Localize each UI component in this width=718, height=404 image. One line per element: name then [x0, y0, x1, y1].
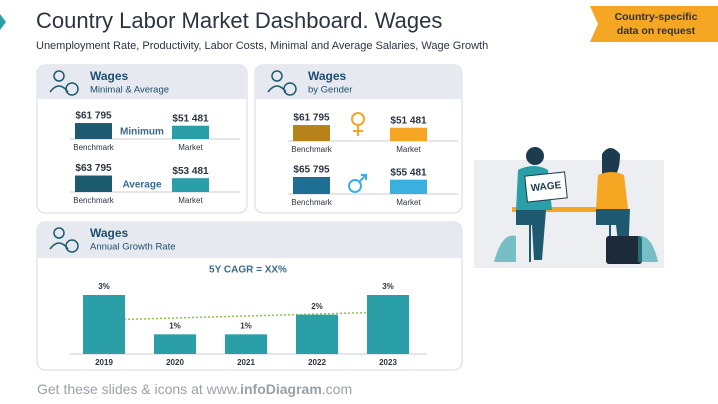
person-legs — [516, 210, 546, 260]
icon — [65, 82, 79, 96]
trend-line — [103, 311, 389, 321]
value-label: $51 481 — [172, 113, 209, 124]
panel-header — [255, 65, 462, 99]
bar — [172, 178, 209, 192]
title: Country Labor Market Dashboard. Wages — [36, 8, 442, 33]
value-label: 1% — [240, 321, 252, 330]
bar — [75, 123, 112, 139]
badge — [590, 6, 718, 42]
panels — [36, 64, 463, 371]
value-label: 2% — [311, 302, 323, 311]
panel-subtitle: by Gender — [308, 85, 352, 96]
bar — [390, 127, 427, 141]
badge-text: Country-specific — [615, 11, 698, 23]
category-label: Market — [178, 196, 203, 205]
illustration: WAGE — [474, 147, 664, 268]
category-label: Market — [178, 143, 203, 152]
value-label: $63 795 — [75, 163, 112, 174]
category-label: 2023 — [379, 358, 397, 367]
subtitle: Unemployment Rate, Productivity, Labor C… — [36, 40, 488, 52]
bar — [225, 334, 267, 354]
panel-subtitle: Annual Growth Rate — [90, 242, 176, 253]
footer-text: Get these slides & icons at www. — [37, 381, 240, 397]
icon — [271, 70, 283, 82]
sign-text: WAGE — [530, 180, 562, 194]
footer: Get these slides & icons at www.infoDiag… — [37, 381, 352, 397]
value-label: 3% — [382, 282, 394, 291]
bar — [293, 177, 330, 194]
footer-brand: infoDiagram — [240, 381, 322, 397]
value-label: 3% — [98, 282, 110, 291]
category-label: Benchmark — [291, 198, 332, 207]
footer-text: .com — [322, 381, 352, 397]
category-label: 2020 — [166, 358, 184, 367]
value-label: $53 481 — [172, 166, 209, 177]
bar — [293, 125, 330, 141]
person-hair — [602, 148, 620, 174]
male-icon — [348, 174, 367, 193]
panel-subtitle: Minimal & Average — [90, 85, 169, 96]
category-label: Benchmark — [73, 143, 114, 152]
plant — [494, 235, 516, 262]
value-label: $55 481 — [390, 167, 427, 178]
bar — [390, 179, 427, 194]
panel-title: Wages — [308, 69, 347, 83]
icon — [53, 227, 65, 239]
value-label: 1% — [169, 321, 181, 330]
category-label: 2022 — [308, 358, 326, 367]
panel-header — [37, 65, 247, 99]
bag — [606, 236, 642, 264]
person-head — [526, 147, 544, 165]
panel-title: Wages — [90, 69, 129, 83]
group-label: Average — [122, 180, 162, 191]
category-label: Market — [396, 145, 421, 154]
bar — [83, 295, 125, 354]
value-label: $61 795 — [75, 111, 112, 122]
category-label: 2019 — [95, 358, 113, 367]
icon — [65, 239, 79, 253]
group-label: Minimum — [120, 127, 164, 138]
value-label: $51 481 — [390, 115, 427, 126]
value-label: $65 795 — [293, 165, 330, 176]
category-label: Benchmark — [291, 145, 332, 154]
category-label: Benchmark — [73, 196, 114, 205]
badge-text: data on request — [617, 25, 696, 37]
panel-icons — [49, 70, 297, 253]
table — [512, 207, 627, 212]
bar — [296, 314, 338, 354]
bar — [75, 175, 112, 192]
edge-marker — [0, 14, 6, 30]
icon — [53, 70, 65, 82]
category-label: 2021 — [237, 358, 255, 367]
charts: Wages Minimal & Average $61 795 Benchmark $5… — [70, 69, 458, 367]
category-label: Market — [396, 198, 421, 207]
annotation: 5Y CAGR = XX% — [209, 265, 287, 276]
sign — [524, 171, 568, 203]
person-body — [596, 172, 628, 209]
value-label: $61 795 — [293, 113, 330, 124]
bar — [172, 125, 209, 139]
bar — [367, 295, 409, 354]
plant — [638, 235, 658, 262]
female-icon — [351, 112, 365, 136]
bar — [154, 334, 196, 354]
panel-title: Wages — [90, 226, 129, 240]
panel-header — [37, 222, 462, 258]
icon — [283, 82, 297, 96]
